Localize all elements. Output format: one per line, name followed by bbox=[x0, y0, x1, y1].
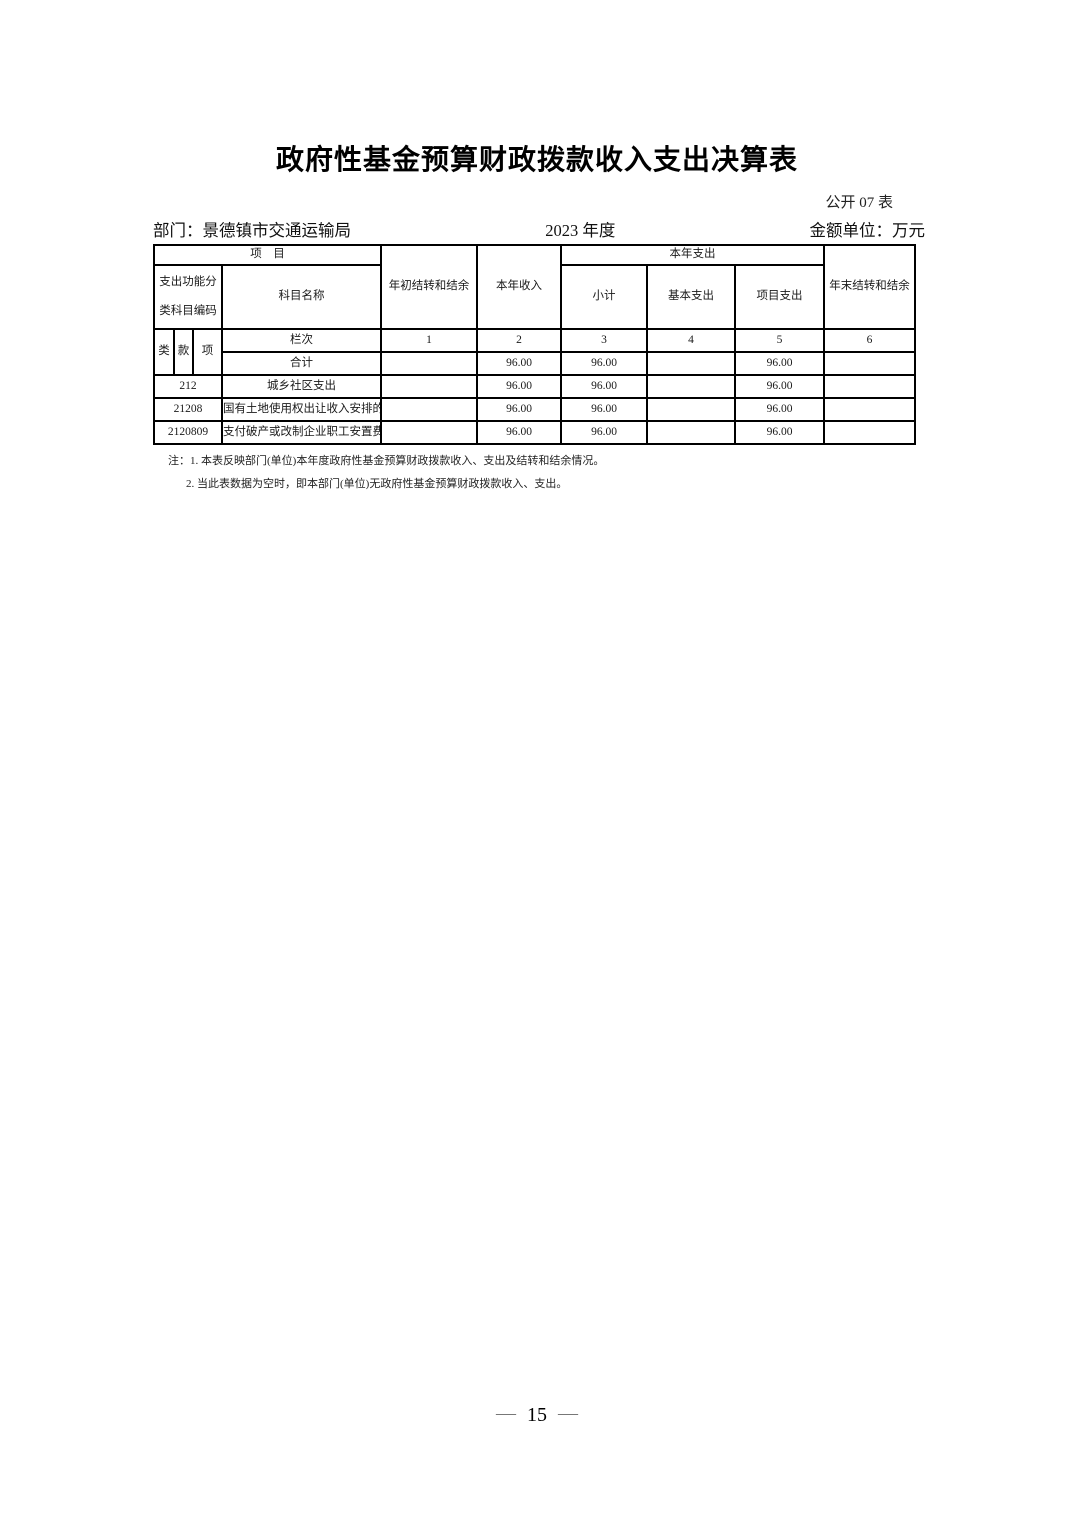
cell-end-balance bbox=[823, 420, 916, 445]
header-current-income: 本年收入 bbox=[476, 244, 562, 330]
note-line-2: 2. 当此表数据为空时，即本部门(单位)无政府性基金预算财政拨款收入、支出。 bbox=[186, 478, 568, 490]
amount-unit-label: 金额单位：万元 bbox=[809, 221, 926, 240]
header-end-balance: 年末结转和结余 bbox=[823, 244, 916, 330]
table-label: 公开 07 表 bbox=[825, 195, 893, 211]
cell-begin-balance bbox=[380, 420, 478, 445]
table-row: 2120809 支付破产或改制企业职工安置费 96.00 96.00 96.00 bbox=[153, 420, 916, 445]
header-begin-balance: 年初结转和结余 bbox=[380, 244, 478, 330]
cell-subject-name: 城乡社区支出 bbox=[221, 374, 382, 399]
column-number-6: 6 bbox=[823, 328, 916, 353]
cell-project-expense: 96.00 bbox=[734, 420, 825, 445]
cell-end-balance bbox=[823, 351, 916, 376]
cell-function-code: 21208 bbox=[153, 397, 223, 422]
cell-basic-expense bbox=[646, 374, 736, 399]
cell-income: 96.00 bbox=[476, 397, 562, 422]
cell-subtotal: 96.00 bbox=[560, 351, 648, 376]
cell-basic-expense bbox=[646, 351, 736, 376]
cell-basic-expense bbox=[646, 397, 736, 422]
page-number: — 15 — bbox=[0, 1402, 1074, 1427]
header-func-code-line2: 类科目编码 bbox=[159, 305, 217, 317]
table-row: 212 城乡社区支出 96.00 96.00 96.00 bbox=[153, 374, 916, 399]
meta-row: 部门：景德镇市交通运输局 2023 年度 金额单位：万元 bbox=[153, 217, 925, 241]
header-subject-name: 科目名称 bbox=[221, 264, 382, 330]
cell-income: 96.00 bbox=[476, 420, 562, 445]
header-column-index: 栏次 bbox=[221, 328, 382, 353]
cell-project-expense: 96.00 bbox=[734, 397, 825, 422]
note-line-1: 注：1. 本表反映部门(单位)本年度政府性基金预算财政拨款收入、支出及结转和结余… bbox=[168, 455, 605, 467]
header-func-code: 支出功能分 类科目编码 bbox=[153, 264, 223, 330]
table-row: 21208 国有土地使用权出让收入安排的 96.00 96.00 96.00 bbox=[153, 397, 916, 422]
budget-table: 项 目 年初结转和结余 本年收入 本年支出 年末结转和结余 支出功能分 类科目编… bbox=[153, 244, 916, 445]
header-current-expense: 本年支出 bbox=[560, 244, 825, 266]
cell-basic-expense bbox=[646, 420, 736, 445]
cell-function-code: 2120809 bbox=[153, 420, 223, 445]
cell-subject-name: 支付破产或改制企业职工安置费 bbox=[221, 420, 382, 445]
cell-end-balance bbox=[823, 374, 916, 399]
cell-subtotal: 96.00 bbox=[560, 397, 648, 422]
table-row-total: 合计 96.00 96.00 96.00 bbox=[154, 351, 916, 376]
header-subtotal: 小计 bbox=[560, 264, 648, 330]
page-number-dash-right: — bbox=[558, 1402, 578, 1424]
cell-function-code: 212 bbox=[153, 374, 223, 399]
row-total-label: 合计 bbox=[221, 351, 382, 376]
cell-begin-balance bbox=[380, 351, 478, 376]
header-project-group: 项 目 bbox=[153, 244, 382, 266]
cell-project-expense: 96.00 bbox=[734, 351, 825, 376]
page-number-value: 15 bbox=[527, 1404, 547, 1426]
cell-income: 96.00 bbox=[476, 374, 562, 399]
cell-begin-balance bbox=[380, 374, 478, 399]
cell-subtotal: 96.00 bbox=[560, 374, 648, 399]
header-project-expense: 项目支出 bbox=[734, 264, 825, 330]
header-item: 项 bbox=[192, 328, 223, 376]
column-number-4: 4 bbox=[646, 328, 736, 353]
cell-subtotal: 96.00 bbox=[560, 420, 648, 445]
cell-end-balance bbox=[823, 397, 916, 422]
cell-project-expense: 96.00 bbox=[734, 374, 825, 399]
header-func-code-line1: 支出功能分 bbox=[159, 276, 217, 288]
department-label: 部门：景德镇市交通运输局 bbox=[153, 221, 351, 240]
column-number-3: 3 bbox=[560, 328, 648, 353]
cell-subject-name: 国有土地使用权出让收入安排的 bbox=[221, 397, 382, 422]
fiscal-year-label: 2023 年度 bbox=[545, 221, 616, 240]
column-number-2: 2 bbox=[476, 328, 562, 353]
cell-begin-balance bbox=[380, 397, 478, 422]
column-number-5: 5 bbox=[734, 328, 825, 353]
table-notes: 注：1. 本表反映部门(单位)本年度政府性基金预算财政拨款收入、支出及结转和结余… bbox=[168, 450, 604, 496]
header-class: 类 bbox=[153, 328, 175, 376]
cell-income: 96.00 bbox=[476, 351, 562, 376]
header-basic-expense: 基本支出 bbox=[646, 264, 736, 330]
header-section: 款 bbox=[173, 328, 194, 376]
page-number-dash-left: — bbox=[496, 1402, 516, 1424]
document-title: 政府性基金预算财政拨款收入支出决算表 bbox=[275, 143, 798, 176]
column-number-1: 1 bbox=[380, 328, 478, 353]
